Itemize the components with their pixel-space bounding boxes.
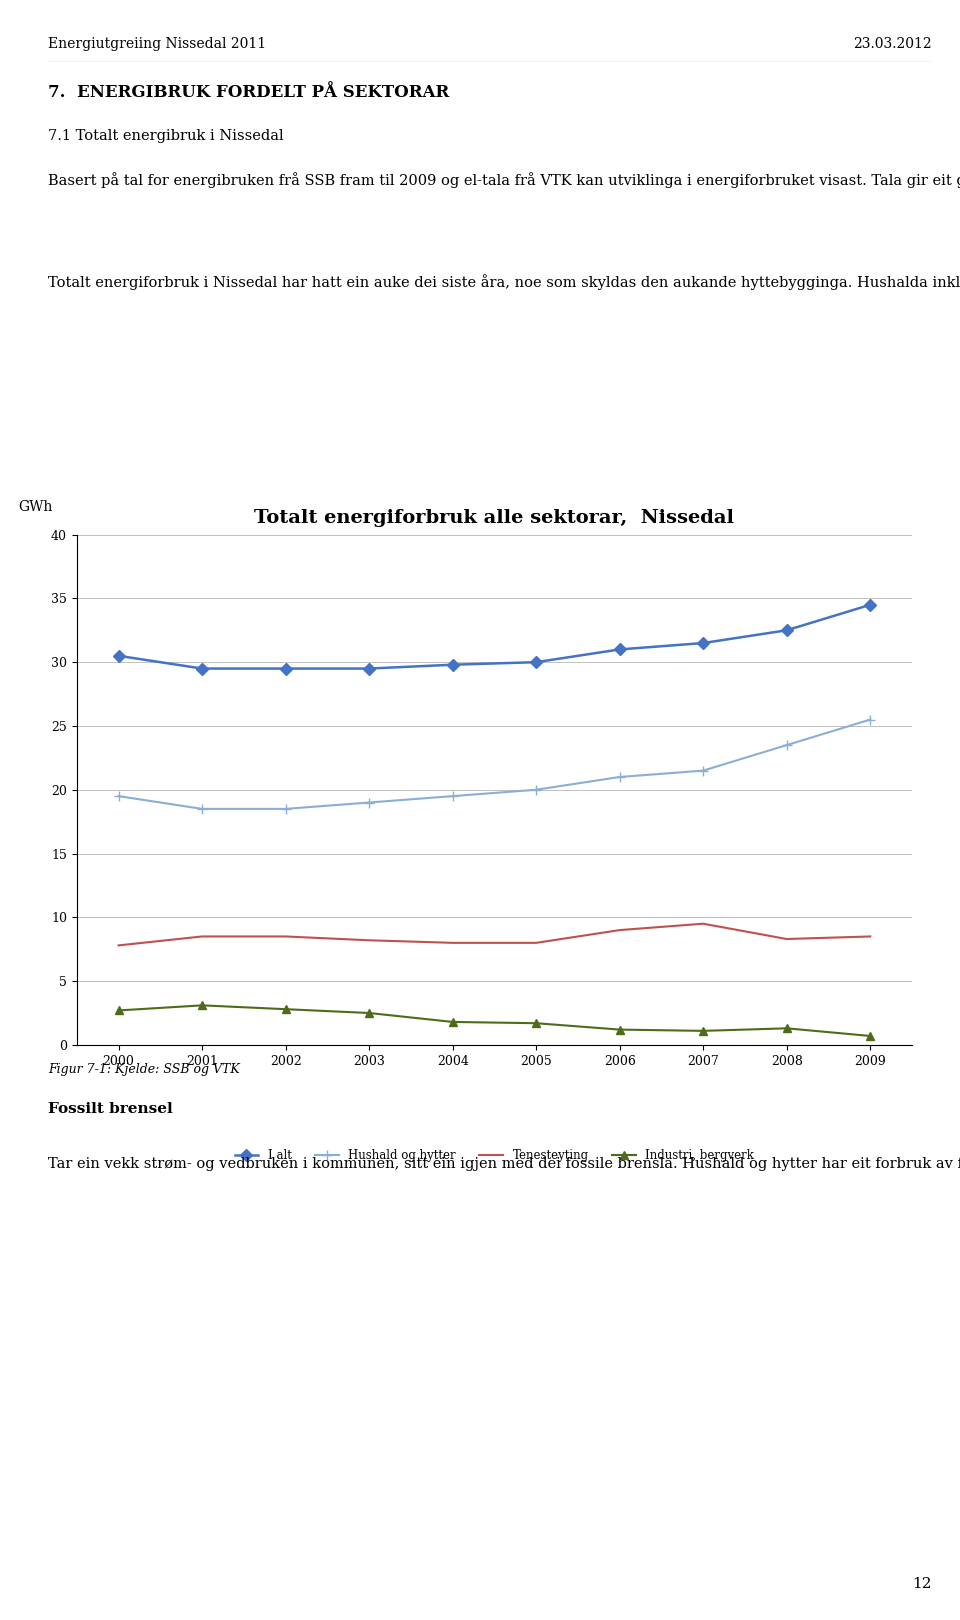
- Title: Totalt energiforbruk alle sektorar,  Nissedal: Totalt energiforbruk alle sektorar, Niss…: [254, 509, 734, 528]
- Line: Tenesteyting: Tenesteyting: [118, 923, 870, 946]
- Line: Hushald og hytter: Hushald og hytter: [113, 714, 876, 813]
- Industri, bergverk: [196, 996, 207, 1016]
- Tenesteyting: [781, 930, 793, 949]
- I alt: [781, 620, 793, 640]
- Text: GWh: GWh: [18, 501, 53, 514]
- Text: Energiutgreiing Nissedal 2011: Energiutgreiing Nissedal 2011: [48, 37, 266, 50]
- Industri, bergverk: [697, 1021, 708, 1040]
- Tenesteyting: [697, 914, 708, 933]
- Hushald og hytter: [446, 786, 458, 805]
- Hushald og hytter: [613, 768, 625, 787]
- Tenesteyting: [112, 936, 124, 956]
- Text: Fossilt brensel: Fossilt brensel: [48, 1102, 173, 1116]
- Text: Figur 7-1: Kjelde: SSB og VTK: Figur 7-1: Kjelde: SSB og VTK: [48, 1063, 240, 1076]
- Hushald og hytter: [531, 781, 542, 800]
- Text: Tar ein vekk strøm- og vedbruken i kommunen, sitt ein igjen med dei fossile bren: Tar ein vekk strøm- og vedbruken i kommu…: [48, 1155, 960, 1171]
- Tenesteyting: [196, 927, 207, 946]
- Text: 12: 12: [912, 1576, 931, 1591]
- Text: 23.03.2012: 23.03.2012: [852, 37, 931, 50]
- I alt: [112, 646, 124, 666]
- I alt: [363, 659, 374, 679]
- I alt: [697, 633, 708, 653]
- Hushald og hytter: [279, 799, 291, 818]
- Industri, bergverk: [279, 1000, 291, 1019]
- Tenesteyting: [279, 927, 291, 946]
- Hushald og hytter: [196, 799, 207, 818]
- Tenesteyting: [613, 920, 625, 940]
- Industri, bergverk: [446, 1012, 458, 1032]
- Text: Totalt energiforbruk i Nissedal har hatt ein auke dei siste åra, noe som skyldas: Totalt energiforbruk i Nissedal har hatt…: [48, 274, 960, 290]
- Industri, bergverk: [781, 1019, 793, 1038]
- I alt: [196, 659, 207, 679]
- Hushald og hytter: [864, 710, 876, 729]
- I alt: [531, 653, 542, 672]
- Text: 7.1 Totalt energibruk i Nissedal: 7.1 Totalt energibruk i Nissedal: [48, 130, 283, 143]
- Tenesteyting: [531, 933, 542, 953]
- Tenesteyting: [864, 927, 876, 946]
- I alt: [613, 640, 625, 659]
- I alt: [864, 595, 876, 614]
- Industri, bergverk: [613, 1021, 625, 1040]
- Legend: I alt, Hushald og hytter, Tenesteyting, Industri, bergverk: I alt, Hushald og hytter, Tenesteyting, …: [229, 1144, 759, 1166]
- Industri, bergverk: [864, 1025, 876, 1045]
- Text: Totalt energiforbruk i Nissedal har hatt ein auke dei siste åra, noe som skyldas: Totalt energiforbruk i Nissedal har hatt…: [48, 274, 857, 290]
- Tenesteyting: [363, 930, 374, 949]
- I alt: [279, 659, 291, 679]
- Line: Industri, bergverk: Industri, bergverk: [114, 1001, 875, 1040]
- I alt: [446, 654, 458, 674]
- Hushald og hytter: [781, 735, 793, 755]
- Text: 7.  ENERGIBRUK FORDELT PÅ SEKTORAR: 7. ENERGIBRUK FORDELT PÅ SEKTORAR: [48, 84, 449, 100]
- Industri, bergverk: [112, 1001, 124, 1021]
- Hushald og hytter: [112, 786, 124, 805]
- Tenesteyting: [446, 933, 458, 953]
- Hushald og hytter: [697, 761, 708, 781]
- Hushald og hytter: [363, 792, 374, 812]
- Text: Basert på tal for energibruken frå SSB fram til 2009 og el-tala frå VTK kan utvi: Basert på tal for energibruken frå SSB f…: [48, 173, 960, 188]
- Industri, bergverk: [363, 1003, 374, 1022]
- Line: I alt: I alt: [114, 601, 875, 672]
- Industri, bergverk: [531, 1014, 542, 1034]
